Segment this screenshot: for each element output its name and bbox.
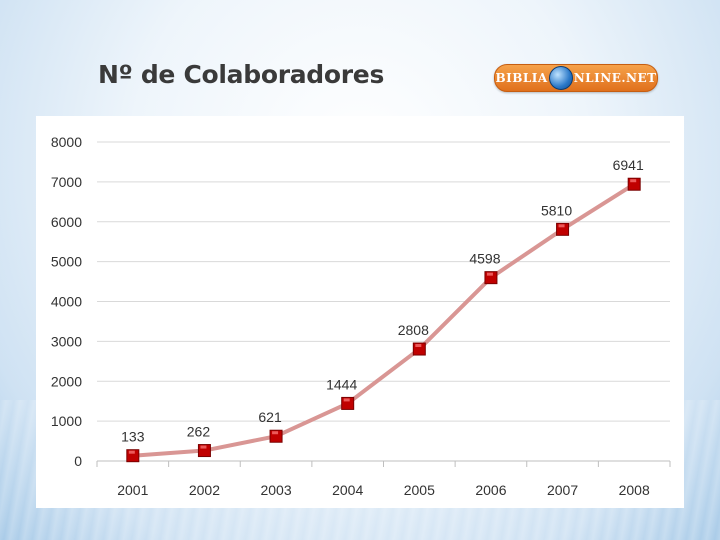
y-tick-label: 8000	[51, 134, 82, 150]
chart-panel: 0 1000 2000 3000 4000 5000 6000 7000 8000 2001 200…	[36, 116, 684, 508]
x-tick-label: 2003	[260, 482, 291, 498]
data-point-highlight	[128, 450, 135, 454]
data-label: 5810	[541, 202, 572, 218]
x-tick-label: 2005	[404, 482, 435, 498]
data-point-highlight	[415, 344, 422, 348]
data-label: 6941	[613, 157, 644, 173]
brand-logo: BIBLIA NLINE.NET	[494, 64, 658, 92]
data-label: 133	[121, 429, 145, 445]
data-label: 4598	[469, 251, 500, 267]
data-point-highlight	[486, 272, 493, 276]
y-tick-label: 4000	[51, 294, 82, 310]
data-point-highlight	[343, 398, 350, 402]
data-point-highlight	[630, 179, 637, 183]
x-tick-label: 2007	[547, 482, 578, 498]
y-tick-label: 1000	[51, 413, 82, 429]
y-tick-label: 5000	[51, 254, 82, 270]
data-label: 1444	[326, 376, 357, 392]
y-tick-label: 2000	[51, 373, 82, 389]
data-label: 262	[187, 424, 211, 440]
x-tick-label: 2002	[189, 482, 220, 498]
page-title: Nº de Colaboradores	[98, 60, 385, 89]
data-point-highlight	[558, 224, 565, 228]
y-tick-label: 3000	[51, 333, 82, 349]
x-tick-label: 2008	[619, 482, 650, 498]
data-label: 2808	[398, 322, 429, 338]
data-point-highlight	[200, 445, 207, 449]
line-chart: 0 1000 2000 3000 4000 5000 6000 7000 8000 2001 200…	[51, 134, 671, 498]
y-tick-label: 0	[74, 453, 82, 469]
series-line	[132, 182, 636, 458]
y-tick-label: 6000	[51, 214, 82, 230]
data-point-highlight	[272, 431, 279, 435]
globe-icon	[548, 66, 573, 90]
data-label: 621	[258, 409, 282, 425]
x-tick-label: 2006	[475, 482, 506, 498]
logo-text-right: NLINE.NET	[573, 71, 657, 85]
y-tick-label: 7000	[51, 174, 82, 190]
logo-text-left: BIBLIA	[495, 71, 548, 85]
x-tick-label: 2001	[117, 482, 148, 498]
x-tick-label: 2004	[332, 482, 363, 498]
